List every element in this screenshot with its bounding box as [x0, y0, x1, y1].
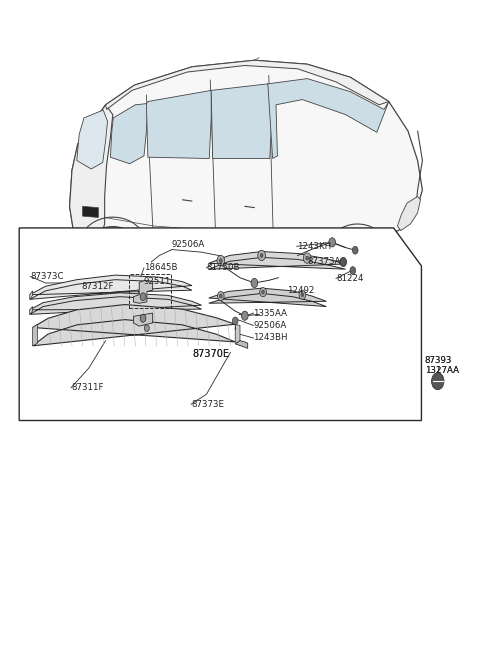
Polygon shape: [30, 307, 33, 314]
Circle shape: [232, 317, 238, 325]
Text: 87370E: 87370E: [192, 349, 230, 359]
Circle shape: [340, 257, 347, 267]
Ellipse shape: [341, 240, 374, 268]
Text: 87373E: 87373E: [191, 400, 224, 409]
Ellipse shape: [84, 227, 142, 274]
Polygon shape: [211, 84, 273, 159]
Circle shape: [217, 291, 224, 301]
Ellipse shape: [331, 232, 384, 276]
Circle shape: [241, 311, 248, 320]
Polygon shape: [33, 324, 37, 346]
Polygon shape: [209, 252, 346, 269]
Polygon shape: [70, 60, 422, 250]
Text: 87373C: 87373C: [30, 272, 64, 281]
Circle shape: [260, 288, 266, 297]
Polygon shape: [235, 341, 248, 348]
Polygon shape: [70, 105, 113, 237]
Polygon shape: [30, 275, 192, 299]
Polygon shape: [30, 293, 202, 314]
Circle shape: [217, 255, 225, 266]
Text: 81750B: 81750B: [206, 263, 240, 272]
Circle shape: [262, 290, 264, 294]
Circle shape: [219, 294, 222, 298]
Circle shape: [432, 373, 444, 390]
Text: 18645B: 18645B: [144, 263, 178, 272]
Text: 1243BH: 1243BH: [253, 333, 288, 343]
Polygon shape: [268, 79, 389, 159]
Text: 87393
1327AA: 87393 1327AA: [425, 356, 459, 375]
Circle shape: [144, 325, 149, 331]
Polygon shape: [133, 313, 153, 326]
Polygon shape: [235, 324, 240, 344]
Polygon shape: [110, 103, 148, 164]
Circle shape: [350, 267, 356, 274]
Circle shape: [306, 256, 309, 260]
Text: 12492: 12492: [287, 286, 314, 295]
Text: 1335AA: 1335AA: [253, 309, 288, 318]
Circle shape: [329, 238, 336, 247]
Text: 92506A: 92506A: [253, 321, 287, 330]
Polygon shape: [30, 291, 33, 299]
Polygon shape: [33, 305, 235, 346]
Text: 87373A: 87373A: [307, 257, 341, 267]
Text: 92511: 92511: [144, 277, 171, 286]
Text: 87311F: 87311F: [71, 383, 104, 392]
Polygon shape: [209, 288, 326, 307]
Circle shape: [260, 253, 263, 257]
Text: 1243KH: 1243KH: [297, 242, 331, 251]
Circle shape: [140, 293, 146, 301]
Circle shape: [219, 259, 222, 263]
Ellipse shape: [104, 243, 121, 257]
Bar: [129, 274, 171, 308]
Text: 87312F: 87312F: [82, 282, 114, 291]
Text: 92506A: 92506A: [172, 240, 205, 249]
Polygon shape: [19, 228, 421, 421]
Text: 87370E: 87370E: [192, 349, 230, 359]
Polygon shape: [106, 60, 389, 109]
Circle shape: [140, 314, 146, 322]
Circle shape: [303, 253, 311, 263]
Text: 87393
1327AA: 87393 1327AA: [425, 356, 459, 375]
Text: 81224: 81224: [336, 274, 363, 283]
Polygon shape: [83, 206, 98, 217]
Circle shape: [258, 250, 265, 261]
Polygon shape: [146, 90, 211, 159]
Ellipse shape: [95, 235, 131, 265]
Polygon shape: [133, 280, 153, 303]
Circle shape: [352, 246, 358, 254]
Polygon shape: [397, 196, 420, 231]
Circle shape: [301, 293, 304, 297]
Circle shape: [299, 290, 306, 299]
Circle shape: [251, 278, 258, 288]
Ellipse shape: [350, 248, 365, 261]
Polygon shape: [77, 110, 108, 169]
